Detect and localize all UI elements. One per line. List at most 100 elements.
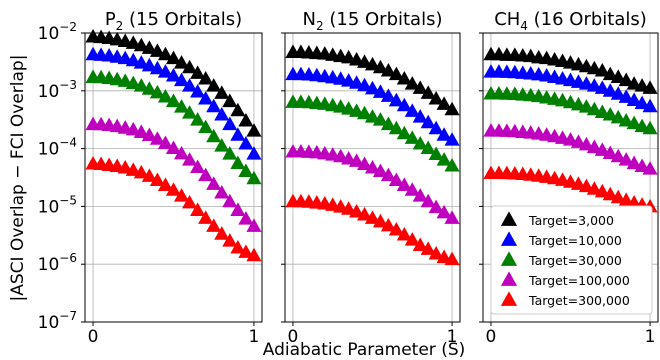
data-point: [149, 172, 165, 187]
legend-marker: [500, 291, 518, 306]
data-point: [642, 80, 658, 94]
data-point: [214, 107, 230, 121]
data-point: [357, 206, 373, 221]
data-point: [198, 90, 214, 105]
data-point: [602, 145, 618, 160]
plot-frame: [482, 32, 659, 323]
data-point: [165, 140, 182, 155]
data-point: [610, 109, 626, 124]
data-point: [428, 146, 444, 160]
data-point: [412, 80, 428, 94]
series-2: [483, 64, 658, 113]
data-point: [586, 101, 602, 116]
data-point: [125, 162, 141, 176]
data-point: [133, 37, 149, 52]
data-point: [238, 163, 254, 178]
data-point: [420, 193, 436, 208]
data-point: [420, 241, 436, 255]
data-point: [364, 109, 381, 123]
data-point: [182, 59, 198, 74]
data-point: [214, 226, 230, 240]
data-point: [198, 70, 214, 85]
data-point: [412, 135, 428, 150]
data-point: [444, 101, 460, 116]
y-tick-label: 10−5: [38, 193, 77, 217]
data-point: [380, 116, 396, 131]
data-point: [157, 64, 173, 78]
panel-title: P2 (15 Orbitals): [105, 9, 242, 33]
series-2: [85, 46, 262, 160]
data-point: [618, 72, 634, 87]
data-point: [396, 177, 412, 191]
data-point: [222, 116, 238, 131]
data-point: [594, 80, 610, 94]
data-point: [618, 112, 634, 127]
legend-label: Target=300,000: [528, 293, 630, 308]
data-point: [222, 193, 238, 208]
series-4: [285, 144, 460, 224]
data-point: [626, 155, 642, 170]
data-point: [420, 114, 436, 129]
data-point: [165, 50, 182, 65]
data-point: [404, 130, 420, 144]
data-point: [198, 119, 214, 134]
y-tick-labels: 10−2 10−3 10−4 10−5 10−6 10−7: [38, 20, 77, 333]
data-point: [238, 211, 254, 225]
data-point: [428, 199, 444, 214]
legend-label: Target=100,000: [528, 273, 630, 288]
data-point: [372, 84, 388, 98]
data-point: [149, 60, 165, 75]
data-point: [642, 161, 658, 175]
data-point: [380, 167, 396, 182]
data-point: [388, 221, 404, 236]
data-point: [626, 92, 642, 106]
x-axis-label: Adiabatic Parameter (S): [263, 340, 466, 360]
data-point: [388, 92, 404, 107]
data-point: [357, 105, 373, 120]
data-point: [372, 112, 388, 126]
data-point: [626, 115, 642, 130]
legend-box: [490, 205, 653, 315]
data-point: [634, 158, 650, 172]
series-5: [285, 193, 460, 266]
data-point: [174, 99, 190, 113]
data-point: [610, 189, 626, 204]
data-point: [444, 251, 460, 266]
data-point: [190, 202, 206, 216]
data-point: [436, 204, 452, 219]
data-point: [230, 127, 246, 141]
data-point: [634, 95, 650, 110]
data-point: [380, 88, 396, 102]
data-point: [206, 218, 222, 232]
data-point: [230, 202, 246, 216]
panel-1: 0 1 P2 (15 Orbitals): [81, 9, 263, 347]
data-point: [610, 148, 626, 163]
data-point: [578, 136, 594, 151]
data-point: [198, 167, 214, 182]
data-point: [165, 93, 182, 108]
data-point: [141, 57, 157, 72]
data-point: [157, 88, 173, 103]
data-point: [246, 218, 262, 232]
legend-label: Target=10,000: [528, 233, 622, 248]
data-point: [618, 89, 634, 103]
data-point: [364, 210, 381, 224]
data-point: [341, 201, 357, 215]
data-point: [404, 232, 420, 246]
legend-label: Target=30,000: [528, 253, 622, 268]
data-point: [133, 124, 149, 138]
data-point: [125, 75, 141, 90]
series-2: [285, 66, 460, 146]
data-point: [357, 77, 373, 92]
data-point: [149, 43, 165, 57]
data-point: [428, 90, 444, 105]
data-point: [157, 46, 173, 61]
data-point: [420, 85, 436, 99]
panel-2: 0 1 N2 (15 Orbitals): [281, 9, 461, 347]
data-point: [190, 65, 206, 79]
data-point: [436, 96, 452, 110]
panel-title: N2 (15 Orbitals): [303, 9, 443, 33]
data-point: [594, 183, 610, 198]
data-point: [420, 140, 436, 155]
